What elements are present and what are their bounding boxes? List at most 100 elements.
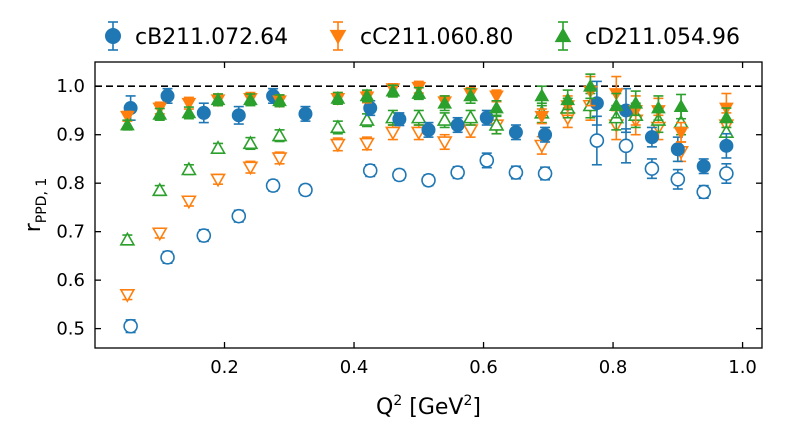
point-cb211-072-64-open [123, 318, 138, 334]
point-cd211-054-96-filled [210, 92, 226, 106]
point-cd211-054-96-open [462, 109, 479, 124]
point-cb211-072-64-open [160, 250, 175, 265]
point-cd211-054-96-open [151, 182, 168, 197]
data-markers [119, 73, 735, 334]
point-cc211-060-80-filled [489, 90, 504, 104]
y-tick-label: 0.6 [56, 270, 85, 291]
legend-marker-cb211-072-64 [105, 28, 121, 44]
legend-label: cC211.060.80 [360, 25, 513, 50]
point-cb211-072-64-open [644, 161, 660, 176]
point-cd211-054-96-filled [608, 98, 624, 112]
point-cb211-072-64-open [231, 208, 247, 224]
y-tick-label: 0.8 [56, 173, 85, 194]
point-cb211-072-64-filled [479, 110, 494, 125]
point-cc211-060-80-filled [534, 110, 550, 124]
point-cd211-054-96-filled [489, 100, 504, 114]
point-cb211-072-64-open [508, 165, 524, 180]
point-cc211-060-80-filled [673, 126, 689, 140]
y-tick-label: 1.0 [56, 76, 85, 97]
point-cb211-072-64-open [298, 182, 313, 198]
point-cb211-072-64-open [618, 138, 634, 154]
point-cb211-072-64-filled [644, 130, 659, 145]
point-cb211-072-64-open [537, 166, 553, 181]
point-cd211-054-96-filled [411, 86, 427, 99]
point-cd211-054-96-open [436, 112, 453, 126]
point-cd211-054-96-filled [181, 105, 197, 119]
point-cb211-072-64-filled [450, 118, 465, 133]
point-cb211-072-64-filled [719, 138, 734, 153]
point-cb211-072-64-filled [696, 159, 711, 174]
point-cd211-054-96-open [410, 109, 427, 124]
point-cb211-072-64-filled [298, 106, 313, 121]
point-cd211-054-96-filled [437, 95, 453, 109]
point-cd211-054-96-filled [463, 88, 478, 102]
point-cc211-060-80-open [210, 173, 226, 188]
point-cd211-054-96-open [359, 112, 375, 126]
point-cb211-072-64-filled [196, 105, 211, 120]
plot-frame [94, 61, 763, 349]
point-cb211-072-64-open [479, 153, 495, 168]
point-cc211-060-80-open [181, 195, 197, 210]
point-cd211-054-96-filled [719, 110, 734, 124]
point-cd211-054-96-open [119, 231, 136, 246]
x-axis-title: Q2 [GeV2] [376, 393, 481, 420]
point-cc211-060-80-open [436, 136, 453, 151]
point-cd211-054-96-filled [385, 83, 401, 97]
point-cd211-054-96-filled [534, 88, 550, 102]
point-cb211-072-64-open [265, 178, 281, 193]
y-tick-label: 0.5 [56, 319, 85, 340]
point-cb211-072-64-open [362, 163, 378, 178]
x-axis-title-unit-sup: 2 [463, 393, 472, 409]
point-cb211-072-64-filled [508, 125, 523, 140]
x-axis-title-text: Q [376, 395, 393, 420]
point-cb211-072-64-filled [231, 108, 246, 123]
legend-label: cD211.054.96 [585, 25, 740, 50]
point-cb211-072-64-filled [538, 127, 553, 142]
legend: cB211.072.64 cC211.060.80 cD211.054.96 [105, 21, 740, 51]
y-axis-title: rPPD, 1 [21, 178, 50, 233]
point-cb211-072-64-filled [160, 88, 175, 103]
legend-marker-cd211-054-96 [554, 27, 572, 43]
point-cb211-072-64-open [392, 167, 407, 183]
x-tick-label: 1.0 [728, 357, 757, 378]
point-cb211-072-64-open [421, 172, 436, 188]
point-cc211-060-80-open [385, 126, 401, 141]
point-cb211-072-64-open [719, 166, 734, 181]
point-cc211-060-80-open [329, 138, 346, 153]
point-cd211-054-96-filled [651, 100, 666, 114]
point-cd211-054-96-open [242, 135, 259, 150]
point-cd211-054-96-filled [330, 90, 346, 104]
point-cd211-054-96-open [181, 161, 197, 176]
point-cd211-054-96-open [271, 127, 288, 142]
point-cb211-072-64-open [589, 133, 605, 148]
point-cb211-072-64-filled [421, 122, 436, 137]
point-cd211-054-96-filled [673, 99, 689, 112]
point-cd211-054-96-open [329, 119, 346, 134]
x-tick-label: 0.2 [210, 357, 239, 378]
x-axis-title-close: ] [472, 395, 481, 420]
y-axis-title-text: r [21, 222, 46, 232]
point-cd211-054-96-filled [152, 106, 168, 120]
point-cd211-054-96-open [210, 140, 226, 154]
y-tick-label: 0.9 [56, 125, 85, 146]
point-cd211-054-96-filled [120, 117, 135, 131]
legend-label: cB211.072.64 [135, 25, 288, 50]
axis-ticks: 0.2 0.4 0.6 0.8 1.0 0.5 0.6 0.7 0.8 0.9 1.0 [56, 62, 762, 378]
point-cc211-060-80-open [242, 161, 259, 176]
legend-marker-cc211-060-80 [329, 29, 347, 45]
point-cc211-060-80-filled [181, 97, 197, 111]
point-cb211-072-64-open [670, 172, 686, 187]
y-tick-label: 0.7 [56, 222, 85, 243]
point-cc211-060-80-open [151, 227, 168, 242]
point-cd211-054-96-filled [243, 92, 258, 106]
point-cb211-072-64-filled [670, 142, 685, 157]
point-cd211-054-96-filled [583, 78, 598, 92]
y-axis-title-sub: PPD, 1 [34, 178, 50, 223]
x-tick-label: 0.8 [599, 357, 628, 378]
point-cd211-054-96-filled [359, 88, 375, 102]
point-cd211-054-96-open [488, 116, 505, 131]
point-cb211-072-64-open [696, 184, 712, 200]
point-cc211-060-80-filled [120, 110, 135, 124]
point-cb211-072-64-open [196, 228, 212, 243]
